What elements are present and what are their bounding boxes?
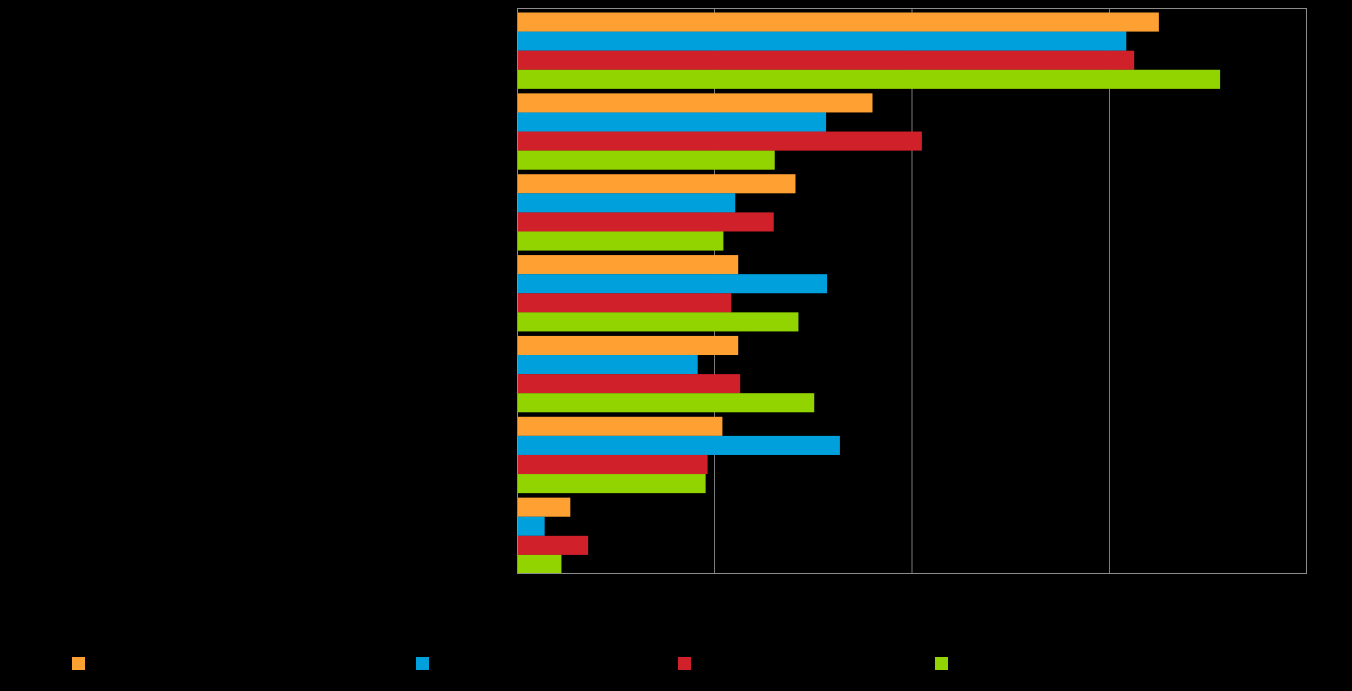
legend-entry: [935, 656, 954, 670]
bar: [517, 231, 724, 251]
bar: [517, 435, 840, 455]
plot-border: [517, 8, 1307, 574]
legend-swatch: [416, 656, 429, 670]
bar: [517, 312, 799, 332]
bar: [517, 174, 796, 194]
legend-swatch: [72, 656, 85, 670]
legend-entry: [72, 656, 91, 670]
bar: [517, 474, 706, 494]
bar: [517, 416, 723, 436]
legend: [0, 648, 1352, 676]
bar: [517, 31, 1127, 51]
bar: [517, 93, 873, 113]
legend-swatch: [678, 656, 691, 670]
bar: [517, 454, 708, 475]
bar: [517, 393, 815, 413]
bar: [517, 255, 739, 275]
bar: [517, 554, 562, 574]
bar: [517, 212, 774, 232]
bar: [517, 335, 739, 356]
bar: [517, 150, 775, 170]
bar: [517, 497, 571, 517]
bar: [517, 535, 589, 555]
bar: [517, 193, 736, 213]
bar: [517, 131, 922, 151]
bar: [517, 516, 545, 536]
bar: [517, 50, 1135, 70]
bar: [517, 274, 828, 294]
bar: [517, 12, 1159, 32]
bar: [517, 293, 732, 313]
bar: [517, 355, 698, 375]
bar: [517, 69, 1221, 89]
legend-entry: [416, 656, 435, 670]
legend-swatch: [935, 656, 948, 670]
bar: [517, 374, 741, 394]
legend-entry: [678, 656, 697, 670]
bar: [517, 112, 827, 132]
